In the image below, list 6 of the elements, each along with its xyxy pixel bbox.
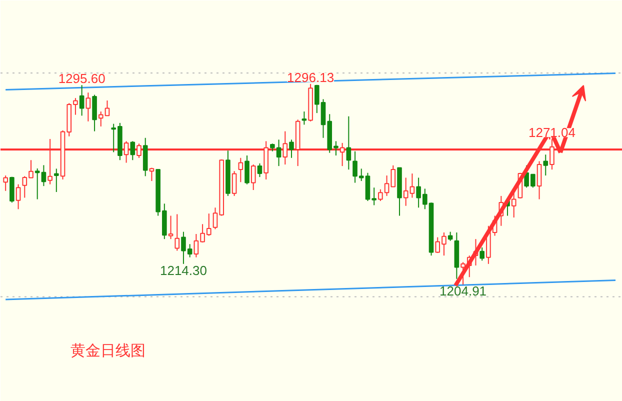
text: 黄金日线图	[70, 342, 146, 360]
text: 1214.30	[160, 262, 207, 278]
text: 1295.60	[58, 71, 106, 86]
text: 1271.04	[528, 125, 576, 140]
text: 1296.13	[287, 70, 334, 85]
text: 1204.91	[440, 284, 487, 299]
